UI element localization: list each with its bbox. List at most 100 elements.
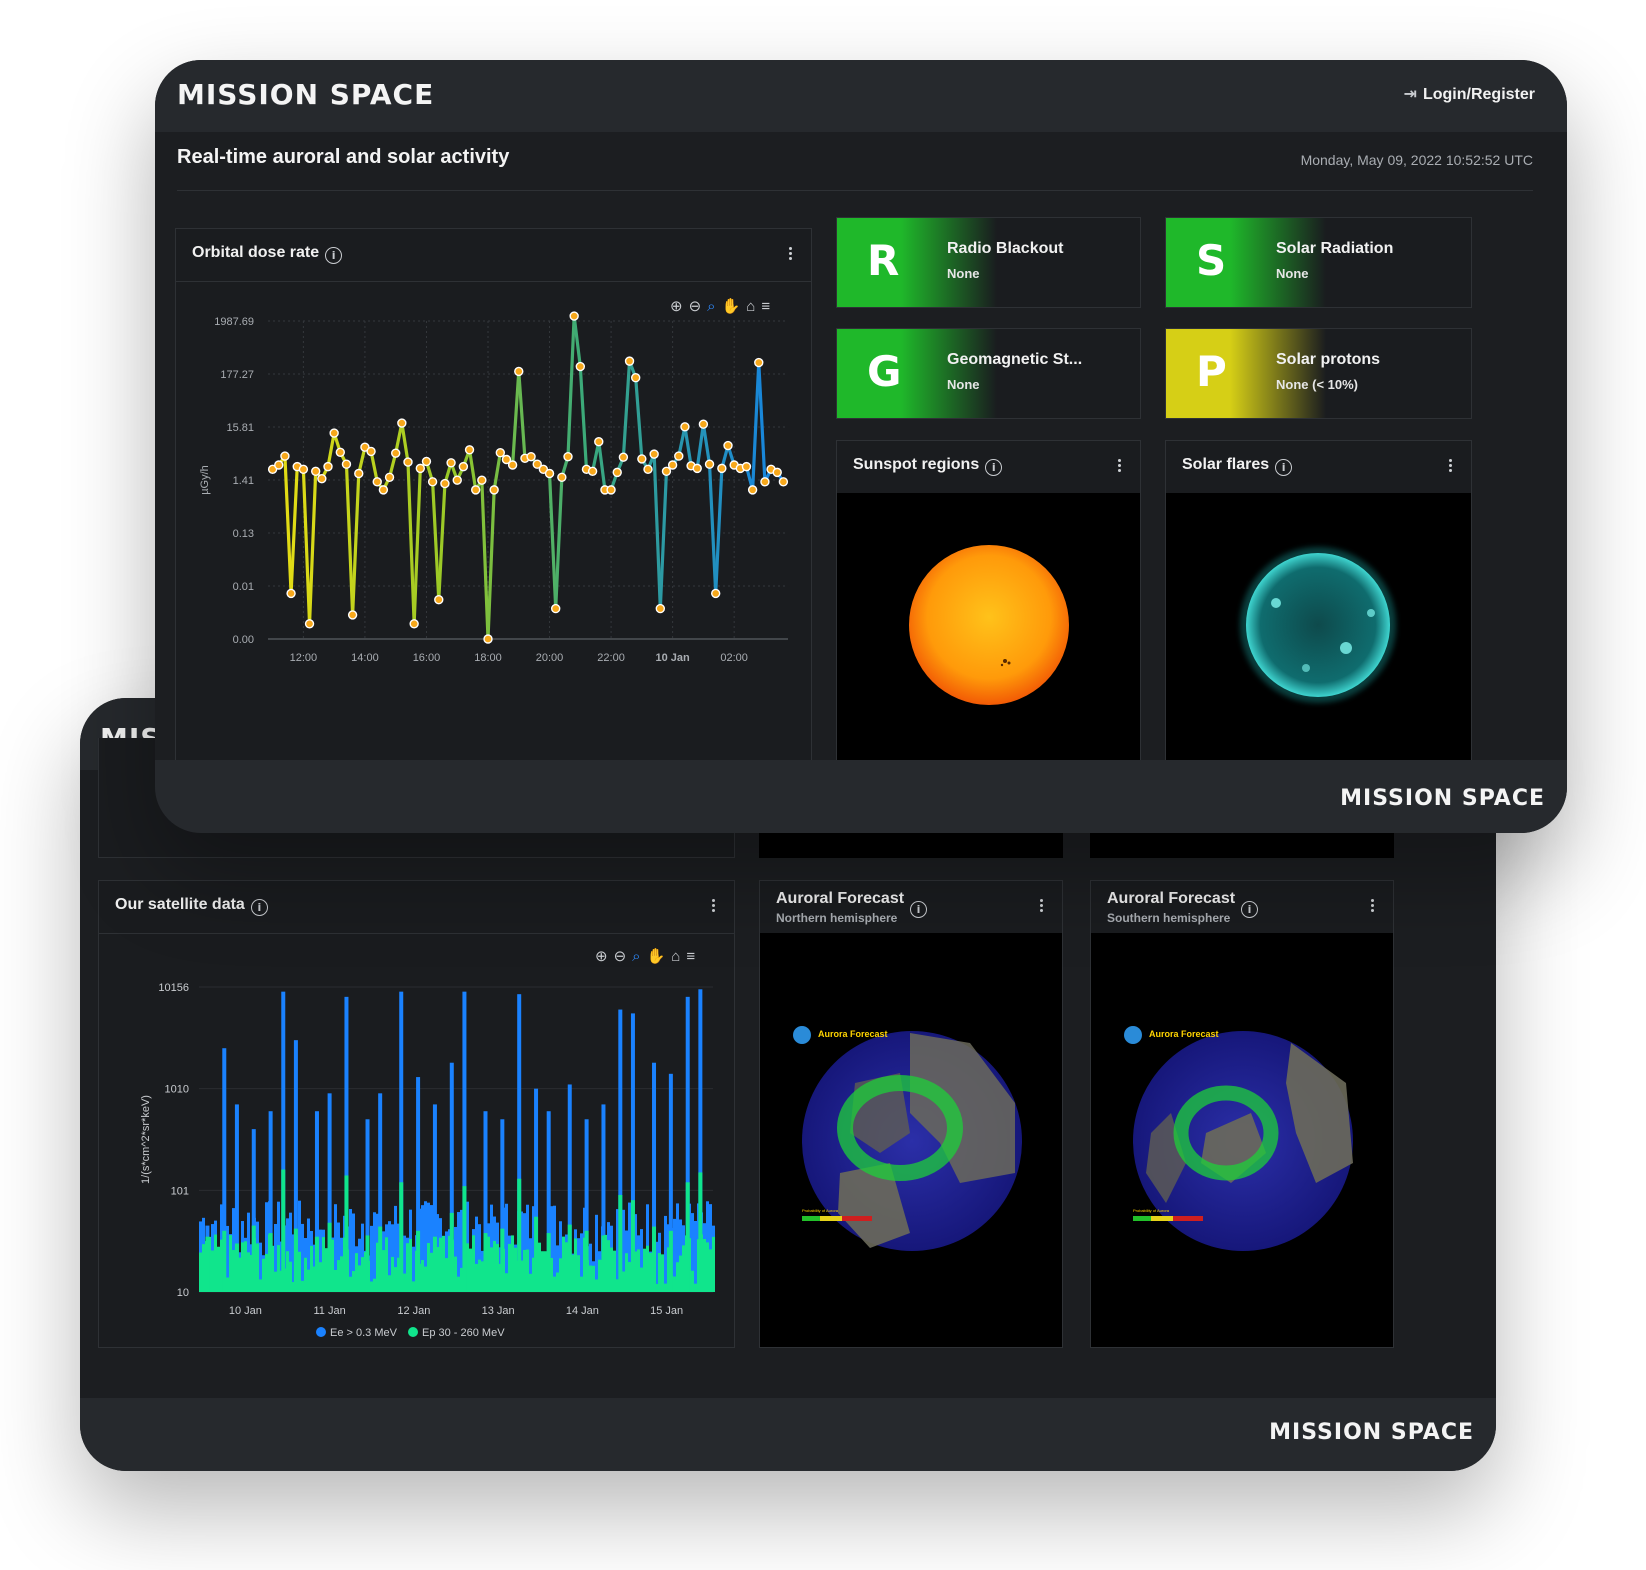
pan-icon[interactable]: ✋	[721, 298, 747, 315]
chart-legend: Ee > 0.3 MeV Ep 30 - 260 MeV	[316, 1327, 505, 1339]
series-line-segment	[517, 369, 527, 460]
data-point	[717, 463, 727, 474]
series-bar	[664, 1215, 667, 1292]
more-options-icon[interactable]	[787, 245, 793, 263]
info-icon[interactable]: i	[1275, 459, 1293, 476]
series-bar	[298, 1251, 301, 1292]
series-peak	[500, 1228, 505, 1292]
zoom-out-icon[interactable]: ⊖	[688, 298, 708, 315]
x-tick-label: 16:00	[413, 652, 441, 664]
chart-toolbar: ⊕⊖⌕✋⌂≡	[670, 297, 776, 315]
more-options-icon[interactable]	[1369, 897, 1375, 915]
data-point	[434, 595, 444, 605]
scale-level: None	[947, 377, 980, 392]
series-bar	[529, 1273, 532, 1292]
series-line-segment	[658, 469, 669, 611]
more-options-icon[interactable]	[1447, 457, 1453, 475]
menu-icon[interactable]: ≡	[686, 948, 702, 965]
series-line-segment	[394, 421, 404, 455]
series-line-segment	[572, 314, 582, 369]
data-point	[778, 477, 789, 487]
series-bar	[664, 1283, 667, 1292]
data-point	[661, 466, 672, 477]
satellite-chart: 10156 1010 101 10 10 Jan 11 Jan 12 Jan 13 Jan 14…	[140, 982, 715, 1339]
series-line-segment	[511, 369, 521, 467]
x-tick-label: 02:00	[720, 652, 748, 664]
data-point	[483, 634, 493, 644]
series-line-segment	[492, 451, 502, 492]
radio-blackout-card[interactable]: R Radio Blackout None	[836, 217, 1141, 308]
series-peak	[462, 991, 467, 1292]
login-register-link[interactable]: ⇥ Login/Register	[1404, 84, 1535, 104]
selection-zoom-icon[interactable]: ⌕	[632, 948, 647, 965]
home-icon[interactable]: ⌂	[746, 298, 762, 315]
series-bar	[301, 1223, 304, 1292]
series-bar	[250, 1255, 253, 1292]
series-bar	[667, 1247, 670, 1292]
menu-icon[interactable]: ≡	[761, 298, 777, 315]
zoom-in-icon[interactable]: ⊕	[595, 948, 614, 965]
panel-header: Sunspot regions i	[837, 441, 1140, 494]
info-icon[interactable]: i	[1241, 901, 1259, 918]
series-line-segment	[344, 462, 355, 617]
brand-logo[interactable]: MISSION SPACE	[177, 78, 435, 111]
series-bar	[232, 1250, 235, 1292]
selection-zoom-icon[interactable]: ⌕	[707, 298, 722, 315]
y-tick-label: 177.27	[220, 369, 254, 381]
aurora-scale-title: Probability of Aurora	[1133, 1208, 1170, 1213]
series-peak	[222, 1048, 227, 1292]
orbital-dose-panel: Orbital dose rate i ⊕⊖⌕✋⌂≡ 1987.69 177.27 1…	[175, 228, 812, 768]
pan-icon[interactable]: ✋	[646, 948, 672, 965]
data-point	[760, 477, 770, 487]
series-peak	[601, 1235, 606, 1292]
more-options-icon[interactable]	[1038, 897, 1044, 915]
sunspot-image	[837, 493, 1140, 769]
series-bar	[649, 1252, 652, 1292]
series-peak	[327, 1093, 332, 1292]
series-bar	[355, 1253, 358, 1292]
series-bar	[220, 1239, 223, 1292]
series-bar	[430, 1252, 433, 1292]
solar-protons-card[interactable]: P Solar protons None (< 10%)	[1165, 328, 1472, 419]
more-options-icon[interactable]	[710, 897, 716, 915]
info-icon[interactable]: i	[325, 247, 343, 264]
series-bar	[403, 1235, 406, 1292]
panel-subtitle: Southern hemisphere	[1107, 911, 1231, 925]
info-icon[interactable]: i	[250, 899, 268, 916]
x-tick-label: 10 Jan	[229, 1305, 262, 1317]
info-icon[interactable]: i	[985, 459, 1003, 476]
geomagnetic-storm-card[interactable]: G Geomagnetic St... None	[836, 328, 1141, 419]
series-peak	[546, 1111, 551, 1292]
more-options-icon[interactable]	[1116, 457, 1122, 475]
data-point	[317, 473, 327, 484]
info-icon[interactable]: i	[910, 901, 928, 918]
panel-header: Auroral Forecast i Southern hemisphere	[1091, 881, 1393, 934]
scale-color-block	[1166, 218, 1326, 307]
series-bar	[526, 1249, 529, 1292]
data-point	[630, 373, 641, 383]
solar-radiation-card[interactable]: S Solar Radiation None	[1165, 217, 1472, 308]
data-point	[274, 460, 284, 470]
aurora-map-title: Aurora Forecast	[818, 1029, 888, 1039]
series-bar	[265, 1202, 268, 1292]
series-bar	[577, 1255, 580, 1292]
series-bar	[265, 1253, 268, 1292]
series-peak	[584, 1230, 589, 1292]
series-peak	[314, 1111, 319, 1292]
data-point	[643, 464, 653, 475]
data-point	[507, 460, 518, 470]
series-bar	[709, 1249, 712, 1292]
data-point	[347, 610, 358, 620]
data-point	[304, 619, 315, 629]
series-bar	[622, 1271, 625, 1292]
series-bar	[553, 1205, 556, 1292]
series-peak	[432, 1104, 437, 1292]
header-divider	[177, 190, 1533, 191]
series-line-segment	[714, 466, 724, 596]
home-icon[interactable]: ⌂	[671, 948, 687, 965]
series-bar	[709, 1204, 712, 1292]
zoom-out-icon[interactable]: ⊖	[613, 948, 633, 965]
zoom-in-icon[interactable]: ⊕	[670, 298, 689, 315]
legend-marker	[316, 1327, 326, 1337]
series-bar	[424, 1266, 427, 1292]
